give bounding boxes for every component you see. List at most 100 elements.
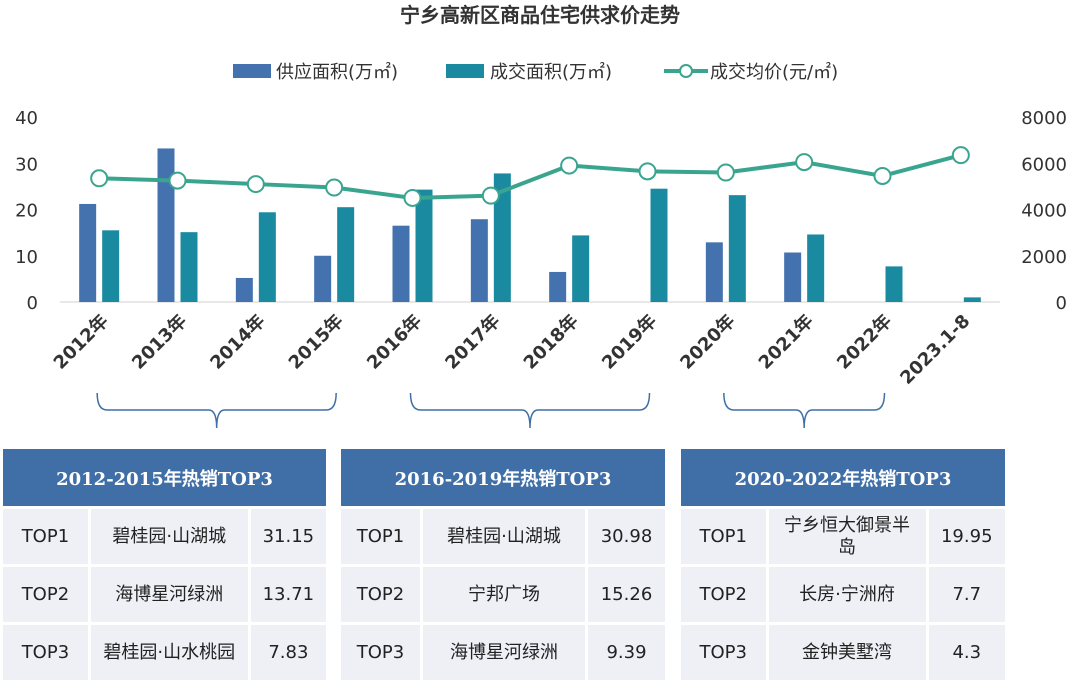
legend-swatch-supply bbox=[233, 64, 271, 78]
x-tick-label: 2015年 bbox=[284, 310, 348, 374]
period-braces bbox=[96, 392, 886, 429]
legend-label-supply: 供应面积(万㎡) bbox=[276, 61, 398, 83]
bar-supply bbox=[79, 203, 97, 302]
bar-deal bbox=[963, 297, 981, 302]
project-cell: 金钟美墅湾 bbox=[768, 625, 926, 680]
price-line bbox=[99, 153, 962, 200]
value-cell: 31.15 bbox=[250, 509, 326, 564]
value-cell: 13.71 bbox=[250, 567, 326, 622]
project-cell: 海博星河绿洲 bbox=[90, 567, 248, 622]
value-cell: 7.7 bbox=[928, 567, 1005, 622]
y-right-tick-label: 2000 bbox=[1021, 247, 1067, 268]
table-row: TOP3 碧桂园·山水桃园 7.83 bbox=[3, 625, 326, 680]
table-header: 2012-2015年热销TOP3 bbox=[3, 449, 326, 506]
x-tick-label: 2019年 bbox=[597, 310, 661, 374]
bar-supply bbox=[157, 148, 175, 302]
top3-table-2012-2015: 2012-2015年热销TOP3 TOP1 碧桂园·山湖城 31.15 TOP2… bbox=[0, 446, 329, 683]
table-row: TOP2 长房·宁洲府 7.7 bbox=[681, 567, 1005, 622]
price-point bbox=[246, 175, 265, 194]
x-tick-label: 2021年 bbox=[754, 310, 818, 374]
y-right-tick-label: 6000 bbox=[1021, 154, 1067, 175]
table-row: TOP2 海博星河绿洲 13.71 bbox=[3, 567, 326, 622]
bars bbox=[79, 148, 981, 302]
y-left-tick-label: 0 bbox=[27, 293, 38, 314]
table-row: TOP2 宁邦广场 15.26 bbox=[341, 567, 665, 622]
bar-deal bbox=[415, 189, 433, 302]
bar-supply bbox=[314, 255, 332, 302]
bar-supply bbox=[549, 271, 567, 302]
top3-table-2016-2019: 2016-2019年热销TOP3 TOP1 碧桂园·山湖城 30.98 TOP2… bbox=[338, 446, 668, 683]
value-cell: 15.26 bbox=[588, 567, 665, 622]
y-left-tick-label: 20 bbox=[15, 201, 38, 222]
x-tick-label: 2017年 bbox=[441, 310, 505, 374]
period-brace bbox=[409, 392, 651, 429]
bar-deal bbox=[650, 188, 668, 302]
table-header: 2020-2022年热销TOP3 bbox=[681, 449, 1005, 506]
period-brace bbox=[96, 392, 337, 429]
rank-cell: TOP1 bbox=[341, 509, 420, 564]
x-tick-label: 2012年 bbox=[49, 310, 113, 374]
bar-supply bbox=[470, 219, 488, 302]
x-tick-label: 2014年 bbox=[206, 310, 270, 374]
legend-swatch-deal bbox=[446, 64, 484, 78]
rank-cell: TOP1 bbox=[681, 509, 766, 564]
table-row: TOP3 海博星河绿洲 9.39 bbox=[341, 625, 665, 680]
price-point bbox=[716, 163, 735, 182]
value-cell: 4.3 bbox=[928, 625, 1005, 680]
bar-deal bbox=[102, 230, 120, 302]
table-row: TOP1 碧桂园·山湖城 30.98 bbox=[341, 509, 665, 564]
price-point bbox=[638, 162, 657, 181]
project-cell: 海博星河绿洲 bbox=[422, 625, 586, 680]
bar-deal bbox=[180, 232, 198, 302]
legend-marker-price bbox=[679, 64, 693, 78]
price-point bbox=[795, 153, 814, 172]
project-cell: 宁邦广场 bbox=[422, 567, 586, 622]
bar-supply bbox=[235, 277, 253, 302]
y-axis-right: 0 2000 4000 6000 8000 bbox=[1021, 108, 1067, 314]
period-brace bbox=[723, 392, 886, 429]
x-axis: 2012年 2013年 2014年 2015年 2016年 2017年 2018年 2019年… bbox=[49, 310, 974, 389]
legend: 供应面积(万㎡) 成交面积(万㎡) 成交均价(元/㎡) bbox=[233, 61, 838, 83]
chart: 宁乡高新区商品住宅供求价走势 供应面积(万㎡) 成交面积(万㎡) 成交均价(元/… bbox=[15, 3, 1067, 429]
rank-cell: TOP2 bbox=[341, 567, 420, 622]
top3-table-2020-2022: 2020-2022年热销TOP3 TOP1 宁乡恒大御景半岛 19.95 TOP… bbox=[678, 446, 1008, 683]
rank-cell: TOP3 bbox=[681, 625, 766, 680]
price-point bbox=[560, 156, 579, 175]
y-left-tick-label: 10 bbox=[15, 247, 38, 268]
value-cell: 30.98 bbox=[588, 509, 665, 564]
x-tick-label: 2020年 bbox=[676, 310, 740, 374]
legend-label-price: 成交均价(元/㎡) bbox=[710, 61, 838, 83]
y-right-tick-label: 4000 bbox=[1021, 201, 1067, 222]
y-left-tick-label: 40 bbox=[15, 108, 38, 129]
x-tick-label: 2013年 bbox=[127, 310, 191, 374]
bar-supply bbox=[705, 242, 723, 302]
table-row: TOP3 金钟美墅湾 4.3 bbox=[681, 625, 1005, 680]
bar-supply bbox=[392, 225, 410, 302]
rank-cell: TOP2 bbox=[3, 567, 88, 622]
y-right-tick-label: 0 bbox=[1056, 293, 1067, 314]
bar-deal bbox=[258, 212, 276, 302]
legend-label-deal: 成交面积(万㎡) bbox=[490, 61, 612, 83]
bar-supply bbox=[784, 252, 802, 302]
price-point bbox=[168, 171, 187, 190]
y-right-tick-label: 8000 bbox=[1021, 108, 1067, 129]
price-point bbox=[951, 146, 970, 165]
price-point bbox=[481, 186, 500, 205]
bar-deal bbox=[807, 234, 825, 302]
project-cell: 碧桂园·山水桃园 bbox=[90, 625, 248, 680]
chart-title: 宁乡高新区商品住宅供求价走势 bbox=[400, 3, 680, 27]
price-point bbox=[325, 178, 344, 197]
price-point bbox=[403, 188, 422, 207]
bar-deal bbox=[337, 207, 355, 302]
value-cell: 19.95 bbox=[928, 509, 1005, 564]
rank-cell: TOP2 bbox=[681, 567, 766, 622]
x-tick-label: 2018年 bbox=[519, 310, 583, 374]
bar-deal bbox=[572, 235, 590, 302]
project-cell: 碧桂园·山湖城 bbox=[90, 509, 248, 564]
price-point bbox=[90, 169, 109, 188]
y-axis-left: 0 10 20 30 40 bbox=[15, 108, 38, 314]
project-cell: 长房·宁洲府 bbox=[768, 567, 926, 622]
rank-cell: TOP1 bbox=[3, 509, 88, 564]
rank-cell: TOP3 bbox=[3, 625, 88, 680]
table-row: TOP1 碧桂园·山湖城 31.15 bbox=[3, 509, 326, 564]
